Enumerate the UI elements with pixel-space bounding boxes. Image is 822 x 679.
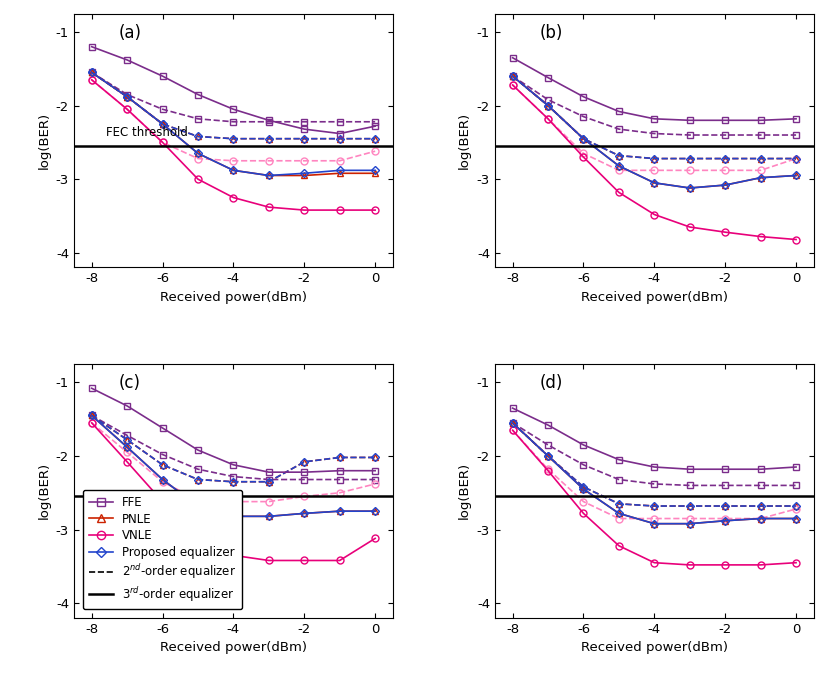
X-axis label: Received power(dBm): Received power(dBm): [581, 291, 727, 304]
Y-axis label: log(BER): log(BER): [37, 112, 50, 169]
X-axis label: Received power(dBm): Received power(dBm): [581, 641, 727, 655]
Text: FEC threshold: FEC threshold: [106, 126, 187, 139]
Text: (c): (c): [118, 374, 141, 392]
X-axis label: Received power(dBm): Received power(dBm): [160, 291, 307, 304]
Text: (a): (a): [118, 24, 141, 41]
Y-axis label: log(BER): log(BER): [458, 112, 471, 169]
Text: (b): (b): [539, 24, 563, 41]
Legend: FFE, PNLE, VNLE, Proposed equalizer, 2$^{nd}$-order equalizer, 3$^{rd}$-order eq: FFE, PNLE, VNLE, Proposed equalizer, 2$^…: [83, 490, 242, 610]
Text: (d): (d): [539, 374, 563, 392]
Y-axis label: log(BER): log(BER): [458, 462, 471, 519]
X-axis label: Received power(dBm): Received power(dBm): [160, 641, 307, 655]
Y-axis label: log(BER): log(BER): [37, 462, 50, 519]
